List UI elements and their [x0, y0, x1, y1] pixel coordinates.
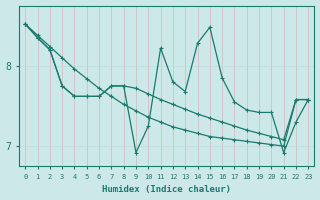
X-axis label: Humidex (Indice chaleur): Humidex (Indice chaleur)	[102, 185, 231, 194]
